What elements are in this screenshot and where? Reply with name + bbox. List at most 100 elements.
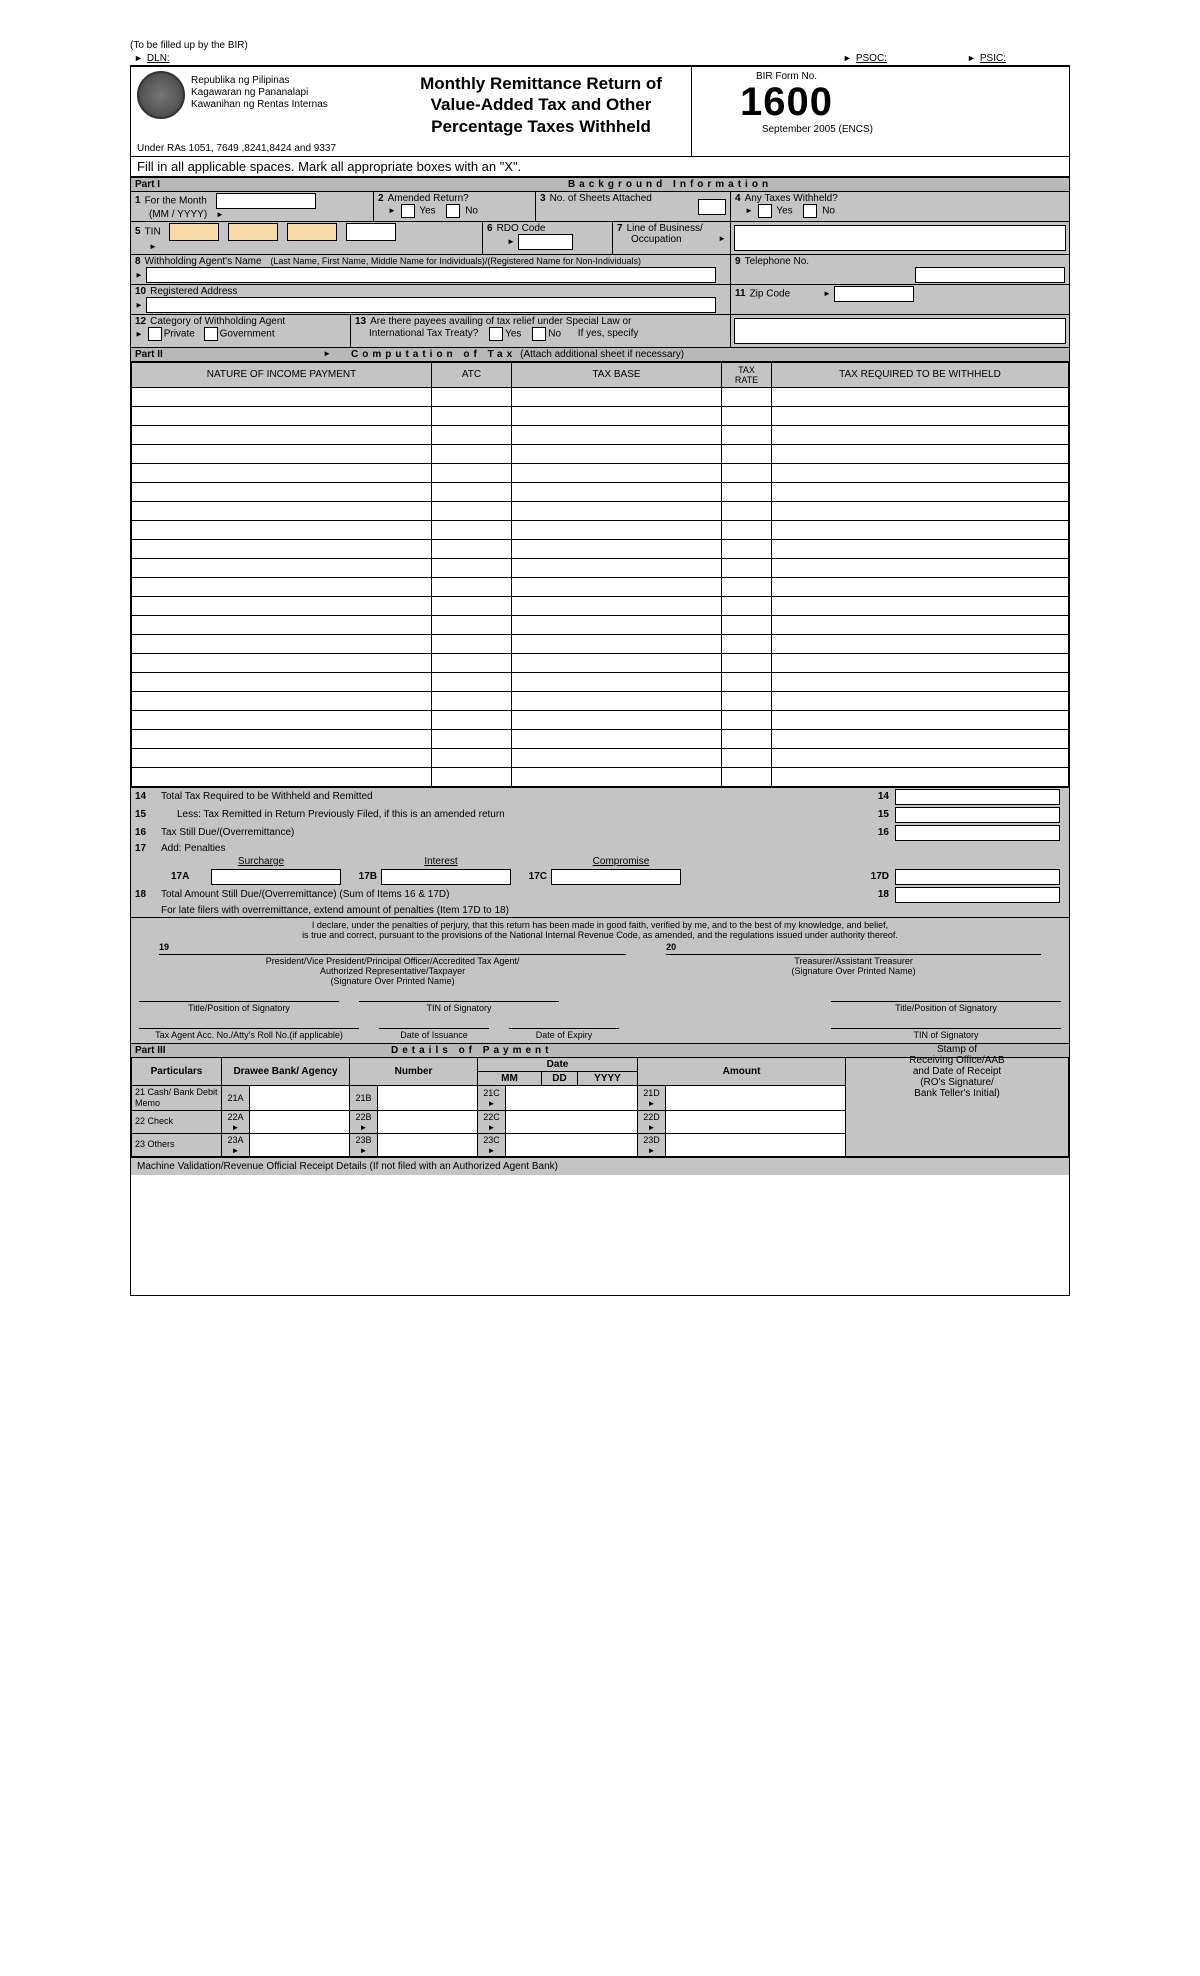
- f7-input[interactable]: [734, 225, 1066, 251]
- r23-date[interactable]: [506, 1133, 638, 1156]
- comp-cell[interactable]: [512, 387, 722, 406]
- comp-cell[interactable]: [722, 615, 772, 634]
- comp-cell[interactable]: [132, 577, 432, 596]
- comp-cell[interactable]: [722, 748, 772, 767]
- tin-box-4[interactable]: [346, 223, 396, 241]
- comp-cell[interactable]: [512, 425, 722, 444]
- tot16-input[interactable]: [895, 825, 1060, 841]
- comp-cell[interactable]: [722, 691, 772, 710]
- f11-input[interactable]: [834, 286, 914, 302]
- 17b-input[interactable]: [381, 869, 511, 885]
- comp-cell[interactable]: [512, 691, 722, 710]
- comp-cell[interactable]: [432, 672, 512, 691]
- comp-cell[interactable]: [722, 482, 772, 501]
- r23-num[interactable]: [378, 1133, 478, 1156]
- comp-cell[interactable]: [512, 444, 722, 463]
- f3-input[interactable]: [698, 199, 726, 215]
- comp-cell[interactable]: [132, 634, 432, 653]
- comp-cell[interactable]: [722, 577, 772, 596]
- r22-date[interactable]: [506, 1110, 638, 1133]
- comp-cell[interactable]: [722, 406, 772, 425]
- f2-yes-checkbox[interactable]: [401, 204, 415, 218]
- comp-cell[interactable]: [772, 482, 1069, 501]
- comp-cell[interactable]: [432, 482, 512, 501]
- sig-line-left[interactable]: President/Vice President/Principal Offic…: [159, 954, 626, 987]
- sig-line-right[interactable]: Treasurer/Assistant Treasurer (Signature…: [666, 954, 1041, 977]
- 17d-input[interactable]: [895, 869, 1060, 885]
- comp-cell[interactable]: [512, 653, 722, 672]
- comp-cell[interactable]: [132, 729, 432, 748]
- comp-cell[interactable]: [722, 653, 772, 672]
- comp-cell[interactable]: [132, 425, 432, 444]
- f12-private-checkbox[interactable]: [148, 327, 162, 341]
- comp-cell[interactable]: [772, 463, 1069, 482]
- f4-yes-checkbox[interactable]: [758, 204, 772, 218]
- f13-yes-checkbox[interactable]: [489, 327, 503, 341]
- comp-cell[interactable]: [512, 463, 722, 482]
- comp-cell[interactable]: [132, 406, 432, 425]
- comp-cell[interactable]: [512, 520, 722, 539]
- comp-cell[interactable]: [772, 691, 1069, 710]
- comp-cell[interactable]: [432, 558, 512, 577]
- r22-bank[interactable]: [250, 1110, 350, 1133]
- comp-cell[interactable]: [772, 577, 1069, 596]
- 17c-input[interactable]: [551, 869, 681, 885]
- comp-cell[interactable]: [772, 653, 1069, 672]
- comp-cell[interactable]: [132, 767, 432, 786]
- comp-cell[interactable]: [772, 710, 1069, 729]
- f1-input[interactable]: [216, 193, 316, 209]
- comp-cell[interactable]: [722, 729, 772, 748]
- comp-cell[interactable]: [772, 729, 1069, 748]
- f13-no-checkbox[interactable]: [532, 327, 546, 341]
- comp-cell[interactable]: [772, 406, 1069, 425]
- comp-cell[interactable]: [722, 387, 772, 406]
- comp-cell[interactable]: [512, 501, 722, 520]
- comp-cell[interactable]: [722, 710, 772, 729]
- comp-cell[interactable]: [132, 691, 432, 710]
- comp-cell[interactable]: [432, 444, 512, 463]
- f12-govt-checkbox[interactable]: [204, 327, 218, 341]
- comp-cell[interactable]: [772, 425, 1069, 444]
- comp-cell[interactable]: [432, 691, 512, 710]
- r21-date[interactable]: [506, 1085, 638, 1110]
- comp-cell[interactable]: [772, 596, 1069, 615]
- comp-cell[interactable]: [432, 425, 512, 444]
- comp-cell[interactable]: [512, 596, 722, 615]
- r21-amt[interactable]: [666, 1085, 846, 1110]
- tin-box-1[interactable]: [169, 223, 219, 241]
- comp-cell[interactable]: [722, 501, 772, 520]
- comp-cell[interactable]: [132, 501, 432, 520]
- comp-cell[interactable]: [432, 615, 512, 634]
- comp-cell[interactable]: [772, 387, 1069, 406]
- comp-cell[interactable]: [432, 767, 512, 786]
- comp-cell[interactable]: [512, 558, 722, 577]
- comp-cell[interactable]: [132, 444, 432, 463]
- comp-cell[interactable]: [132, 748, 432, 767]
- comp-cell[interactable]: [722, 444, 772, 463]
- r22-amt[interactable]: [666, 1110, 846, 1133]
- comp-cell[interactable]: [772, 748, 1069, 767]
- comp-cell[interactable]: [432, 539, 512, 558]
- comp-cell[interactable]: [512, 748, 722, 767]
- f6-input[interactable]: [518, 234, 573, 250]
- comp-cell[interactable]: [722, 672, 772, 691]
- comp-cell[interactable]: [722, 425, 772, 444]
- r23-amt[interactable]: [666, 1133, 846, 1156]
- comp-cell[interactable]: [722, 539, 772, 558]
- comp-cell[interactable]: [512, 710, 722, 729]
- comp-cell[interactable]: [512, 577, 722, 596]
- comp-cell[interactable]: [512, 406, 722, 425]
- tot18-input[interactable]: [895, 887, 1060, 903]
- comp-cell[interactable]: [432, 653, 512, 672]
- comp-cell[interactable]: [132, 710, 432, 729]
- f4-no-checkbox[interactable]: [803, 204, 817, 218]
- comp-cell[interactable]: [432, 634, 512, 653]
- f9-input[interactable]: [915, 267, 1065, 283]
- f10-input[interactable]: [146, 297, 716, 313]
- comp-cell[interactable]: [432, 577, 512, 596]
- comp-cell[interactable]: [132, 558, 432, 577]
- f8-input[interactable]: [146, 267, 716, 283]
- comp-cell[interactable]: [772, 615, 1069, 634]
- comp-cell[interactable]: [512, 539, 722, 558]
- r21-bank[interactable]: [250, 1085, 350, 1110]
